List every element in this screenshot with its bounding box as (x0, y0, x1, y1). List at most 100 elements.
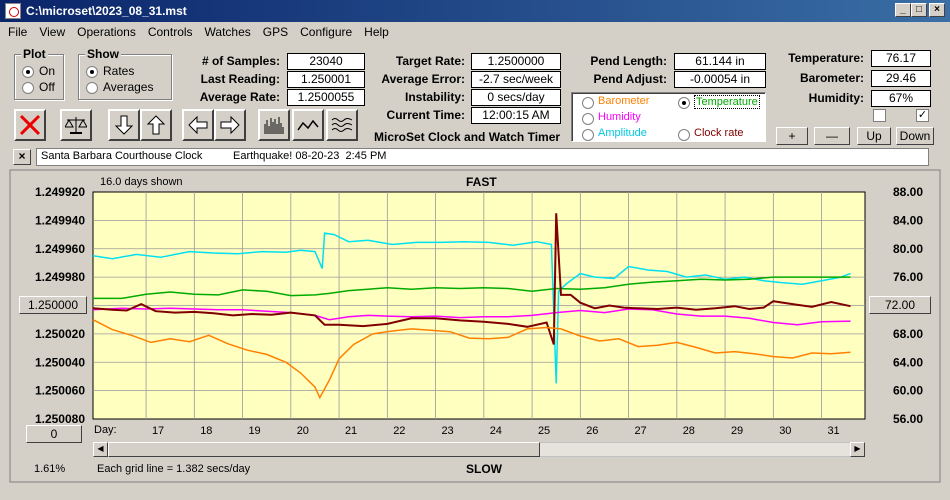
clock-rate-series-line (92, 213, 851, 345)
barometer-field: 29.46 (871, 70, 931, 87)
barometer-series-line (92, 319, 851, 400)
humidity-option-label: Humidity (598, 111, 641, 123)
pend-length-label: Pend Length: (590, 54, 667, 68)
wave-icon (331, 118, 353, 132)
title-bar: C:\microset\2023_08_31.mst _ □ × (0, 0, 950, 22)
temperature-series-line (93, 276, 851, 300)
wave-plot-button[interactable] (326, 109, 358, 141)
x-tick-label: 17 (152, 425, 164, 437)
menu-operations[interactable]: Operations (77, 25, 136, 39)
scroll-left-arrow[interactable]: ◀ (93, 442, 108, 457)
x-tick-label: 26 (586, 425, 598, 437)
maximize-button[interactable]: □ (911, 3, 927, 17)
current-time-field: 12:00:15 AM (471, 107, 561, 124)
balance-button[interactable] (60, 109, 92, 141)
menu-help[interactable]: Help (364, 25, 389, 39)
y-right-tick-label: 80.00 (893, 242, 923, 256)
minus-button[interactable]: — (814, 127, 850, 145)
left-center-button[interactable]: 1.250000 (19, 296, 87, 314)
histogram-button[interactable] (258, 109, 290, 141)
balance-scale-icon (65, 117, 87, 134)
bottom-offset-button[interactable]: 0 (26, 425, 82, 443)
scroll-right-arrow[interactable]: ▶ (850, 442, 865, 457)
temperature-radio[interactable] (678, 97, 690, 109)
clock-rate-option-label: Clock rate (694, 127, 744, 139)
plot-area: 1.249920 88.00 1.249940 84.00 1.249960 80.00 1… (35, 185, 923, 437)
x-tick-label: 25 (538, 425, 550, 437)
y-right-tick-label: 68.00 (893, 327, 923, 341)
humidity-radio[interactable] (582, 113, 594, 125)
temperature-field: 76.17 (871, 50, 931, 67)
average-error-label: Average Error: (381, 72, 465, 86)
samples-field: 23040 (287, 53, 365, 70)
temperature-label: Temperature: (788, 51, 864, 65)
plot-group-title: Plot (21, 47, 48, 61)
menu-file[interactable]: File (8, 25, 28, 39)
percent-label: 1.61% (34, 463, 66, 475)
menu-bar: File View Operations Controls Watches GPS Conf… (0, 22, 950, 42)
left-checkbox[interactable] (873, 109, 886, 122)
y-right-tick-label: 56.00 (893, 412, 923, 426)
pend-adjust-label: Pend Adjust: (593, 72, 667, 86)
arrow-up-icon (146, 115, 166, 135)
note-field[interactable]: Santa Barbara Courthouse Clock Earthquak… (36, 148, 929, 166)
plot-off-radio[interactable] (22, 82, 34, 94)
target-rate-label: Target Rate: (395, 54, 465, 68)
last-reading-field: 1.250001 (287, 71, 365, 88)
fast-label: FAST (466, 175, 497, 189)
window-title: C:\microset\2023_08_31.mst (26, 4, 187, 18)
amplitude-option-label: Amplitude (598, 127, 647, 139)
menu-watches[interactable]: Watches (204, 25, 251, 39)
target-rate-field[interactable]: 1.2500000 (471, 53, 561, 70)
show-rates-radio[interactable] (86, 66, 98, 78)
plus-button[interactable]: + (776, 127, 808, 145)
arrow-left-icon (188, 115, 208, 135)
menu-view[interactable]: View (39, 25, 66, 39)
scroll-right-button[interactable] (214, 109, 246, 141)
humidity-label: Humidity: (808, 91, 864, 105)
down-button[interactable]: Down (896, 127, 934, 145)
show-group: Show (78, 47, 172, 100)
show-averages-radio[interactable] (86, 82, 98, 94)
plot-group: Plot (14, 47, 64, 100)
x-tick-label: 31 (827, 425, 839, 437)
menu-gps[interactable]: GPS (262, 25, 289, 39)
y-right-tick-label: 60.00 (893, 384, 923, 398)
instability-field: 0 secs/day (471, 89, 561, 106)
menu-configure[interactable]: Configure (300, 25, 353, 39)
y-right-tick-label: 64.00 (893, 355, 923, 369)
menu-controls[interactable]: Controls (147, 25, 193, 39)
plot-on-radio[interactable] (22, 66, 34, 78)
pend-length-field[interactable]: 61.144 in (674, 53, 766, 70)
y-right-tick-label: 84.00 (893, 213, 923, 227)
arrow-down-icon (114, 115, 134, 135)
clear-button[interactable] (14, 109, 46, 141)
line-plot-button[interactable] (292, 109, 324, 141)
amplitude-radio[interactable] (582, 129, 594, 141)
note-close-button[interactable]: × (13, 149, 31, 165)
x-tick-label: 22 (393, 425, 405, 437)
instability-label: Instability: (404, 90, 465, 104)
scroll-thumb[interactable] (108, 442, 540, 457)
average-error-field: -2.7 sec/week (471, 71, 561, 88)
grid-note-label: Each grid line = 1.382 secs/day (97, 463, 251, 475)
barometer-option-label: Barometer (598, 95, 650, 107)
right-center-button[interactable]: 72.00 (869, 296, 931, 314)
clock-rate-radio[interactable] (678, 129, 690, 141)
arrow-right-icon (220, 115, 240, 135)
last-reading-label: Last Reading: (200, 72, 280, 86)
scroll-down-button[interactable] (108, 109, 140, 141)
day-axis-label: Day: (94, 424, 117, 436)
close-button[interactable]: × (929, 3, 945, 17)
y-right-tick-label: 76.00 (893, 270, 923, 284)
y-left-tick-label: 1.249980 (35, 270, 85, 284)
y-left-tick-label: 1.250040 (35, 355, 85, 369)
minimize-button[interactable]: _ (895, 3, 911, 17)
scroll-up-button[interactable] (140, 109, 172, 141)
barometer-radio[interactable] (582, 97, 594, 109)
up-button[interactable]: Up (857, 127, 891, 145)
right-checkbox[interactable]: ✓ (916, 109, 929, 122)
histogram-icon (264, 117, 284, 134)
y-left-tick-label: 1.250060 (35, 384, 85, 398)
scroll-left-button[interactable] (182, 109, 214, 141)
